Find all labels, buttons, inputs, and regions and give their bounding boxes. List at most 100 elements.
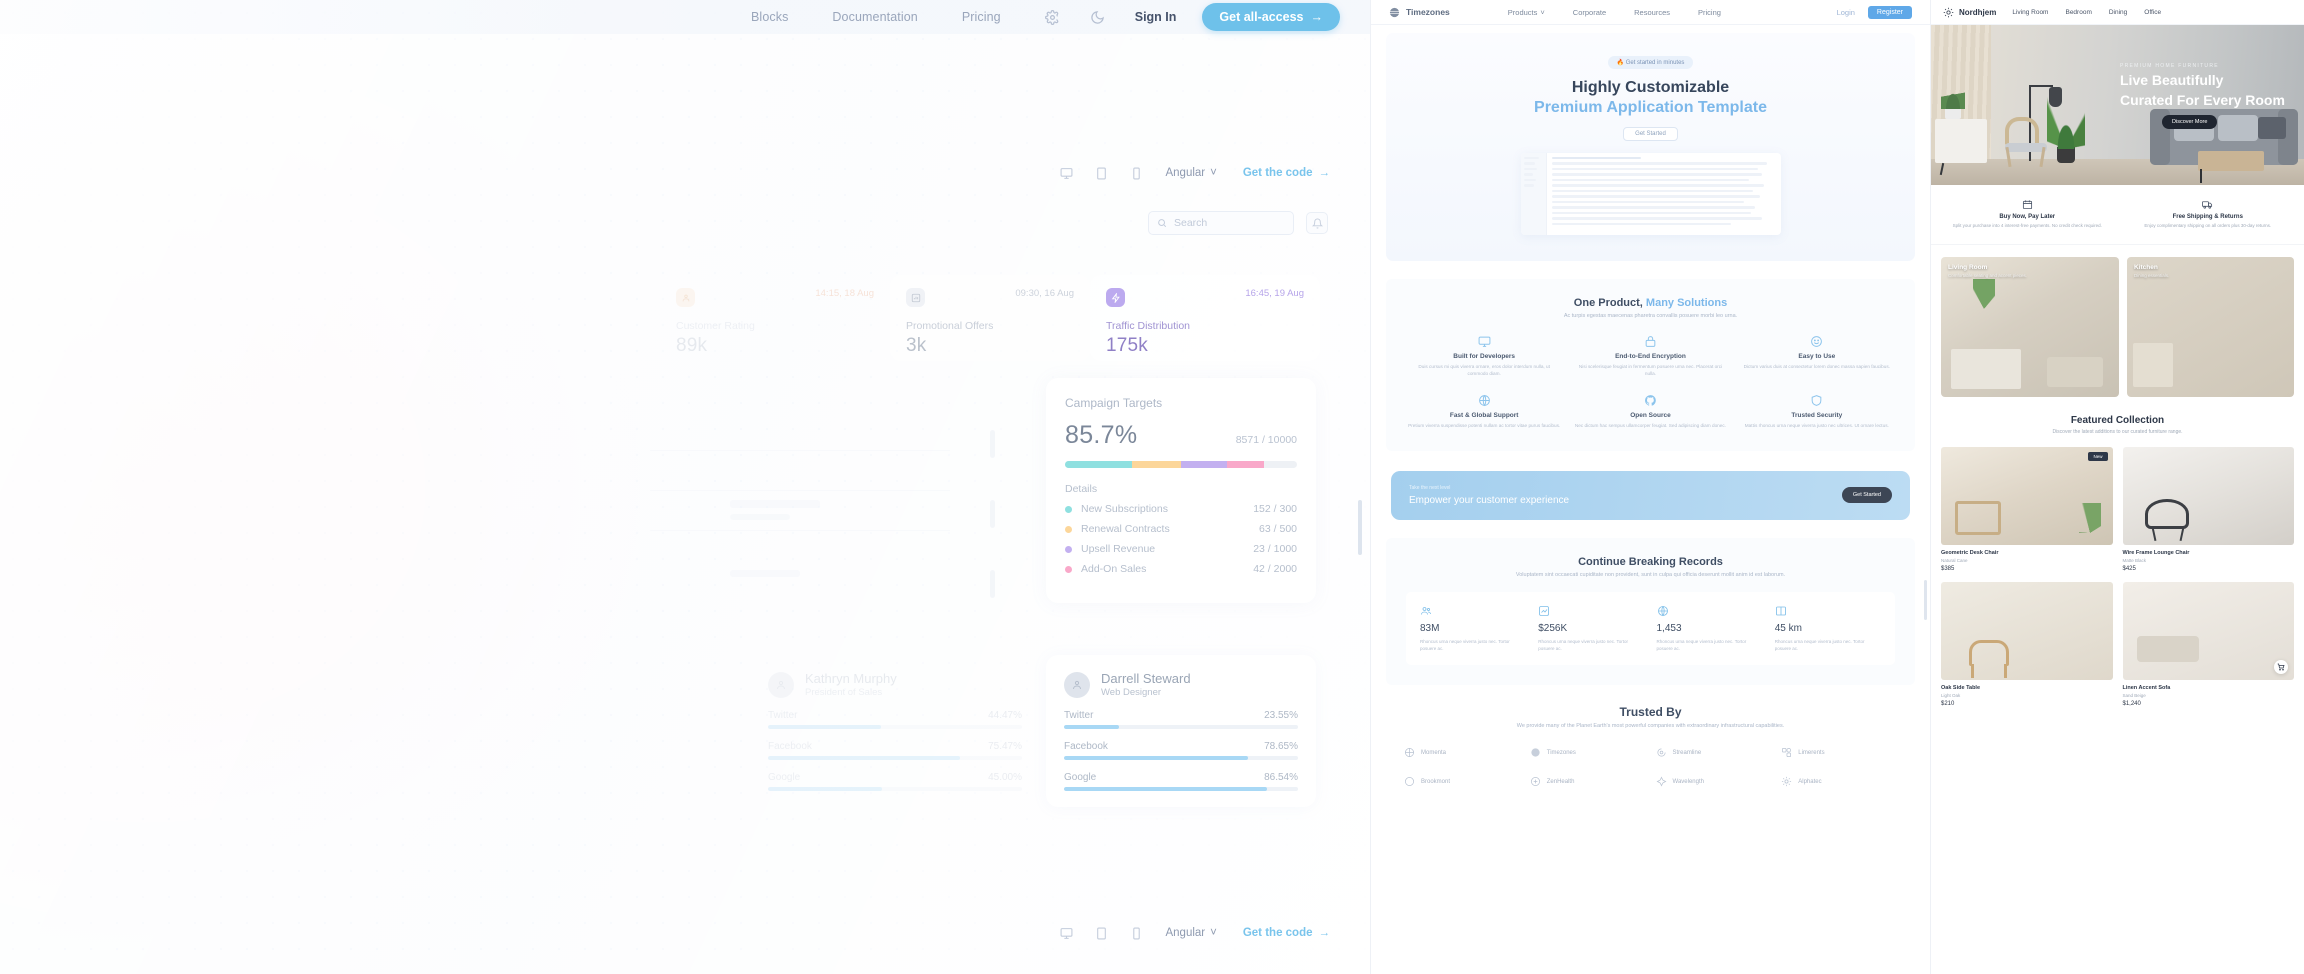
perk-item: Buy Now, Pay Later Split your purchase i… — [1941, 199, 2114, 230]
product-card[interactable]: Wire Frame Lounge Chair Matte Black $425 — [2122, 446, 2294, 572]
gear-icon[interactable] — [1044, 9, 1060, 25]
framework-dropdown[interactable]: Angular ˅ — [1165, 927, 1216, 939]
stat-label: Facebook — [768, 741, 812, 752]
feature-desc: Pretium viverra suspendisse potenti null… — [1408, 422, 1561, 428]
nav-link-office[interactable]: Office — [2144, 8, 2162, 16]
brand-logo[interactable]: Timezones — [1389, 7, 1450, 18]
limerents-icon — [1781, 747, 1792, 758]
get-all-access-button[interactable]: Get all-access → — [1202, 3, 1340, 31]
get-the-code-link[interactable]: Get the code → — [1243, 927, 1330, 939]
cart-icon[interactable] — [2274, 659, 2288, 674]
stat-value: 23.55% — [1264, 710, 1298, 721]
timezones-template-panel: Timezones Products ˅ Corporate Resources … — [1370, 0, 1930, 974]
hero-get-started-button[interactable]: Get Started — [1623, 126, 1678, 141]
search-input[interactable]: Search — [1148, 211, 1294, 235]
stat-card[interactable]: 09:30, 16 Aug Promotional Offers 3k — [890, 275, 1090, 361]
tablet-icon[interactable] — [1095, 167, 1108, 180]
logo-name: ZenHealth — [1546, 778, 1575, 785]
people-stats-card[interactable]: Kathryn Murphy President of Sales Twitte… — [750, 655, 1040, 807]
nav-link-pricing[interactable]: Pricing — [961, 10, 1001, 24]
feature-desc: Nec dictum hac sempus ullamcorper feugia… — [1574, 422, 1727, 428]
legend-dot — [1065, 565, 1072, 573]
nordhjem-furniture-panel: Nordhjem Living Room Bedroom Dining Offi… — [1930, 0, 2304, 974]
desktop-icon[interactable] — [1060, 927, 1073, 940]
trusted-by-section: Trusted By We provide many of the Planet… — [1386, 705, 1915, 807]
globe-icon — [1478, 394, 1491, 407]
trend-up-icon — [1538, 605, 1550, 617]
stat-row: Google 86.54% — [1064, 772, 1298, 791]
nav-link-resources[interactable]: Resources — [1634, 7, 1670, 17]
category-card-living-room[interactable]: Living Room Comfortable seating and acce… — [1941, 256, 2119, 397]
stat-timestamp: 16:45, 19 Aug — [1245, 288, 1304, 299]
nav-link-dining[interactable]: Dining — [2108, 8, 2128, 16]
list-item: Renewal Contracts 63 / 500 — [1065, 523, 1297, 535]
stat-value: 45.00% — [988, 772, 1022, 783]
feature-title: Fast & Global Support — [1449, 411, 1519, 419]
ghost-chart — [650, 430, 995, 598]
nav-link-blocks[interactable]: Blocks — [751, 10, 789, 24]
logo-name: Brookmont — [1421, 778, 1451, 785]
cta-get-started-button[interactable]: Get Started — [1841, 487, 1892, 504]
bell-icon[interactable] — [1306, 212, 1328, 234]
get-code-label: Get the code — [1242, 167, 1313, 179]
nav-link-pricing[interactable]: Pricing — [1698, 7, 1721, 17]
discover-more-button[interactable]: Discover More — [2162, 114, 2218, 129]
nav-link-corporate[interactable]: Corporate — [1572, 7, 1607, 17]
section-heading: Continue Breaking Records — [1578, 555, 1723, 568]
feature-card: Easy to Use Dictum varius duis at consec… — [1741, 335, 1893, 378]
logo-limerents: Limerents — [1781, 747, 1897, 758]
stat-row: Facebook 78.65% — [1064, 741, 1298, 760]
people-stats-card[interactable]: Darrell Steward Web Designer Twitter 23.5… — [1046, 655, 1316, 807]
person-role: Web Designer — [1101, 687, 1162, 698]
register-button[interactable]: Register — [1867, 5, 1912, 19]
stat-card[interactable]: 14:15, 18 Aug Customer Rating 89k — [660, 275, 890, 361]
desktop-icon[interactable] — [1060, 167, 1073, 180]
product-image: New — [1941, 446, 2113, 545]
get-the-code-link[interactable]: Get the code → — [1243, 167, 1330, 179]
section-subtitle: Voluptatem sint occaecati cupiditate non… — [1515, 571, 1786, 578]
nav-link-products[interactable]: Products ˅ — [1508, 8, 1545, 17]
scrollbar-thumb[interactable] — [1924, 580, 1927, 620]
stat-card[interactable]: 16:45, 19 Aug Traffic Distribution 175k — [1090, 275, 1320, 361]
cta-label: Get all-access — [1219, 10, 1304, 24]
record-desc: Rhoncus urna neque viverra justo nec. To… — [1656, 638, 1747, 651]
campaign-fraction: 8571 / 10000 — [1235, 434, 1297, 446]
logo-brookmont: Brookmont — [1404, 776, 1520, 787]
streamline-icon — [1656, 747, 1667, 758]
product-card[interactable]: Oak Side Table Light Oak $210 — [1941, 581, 2113, 707]
nav-link-documentation[interactable]: Documentation — [832, 10, 918, 24]
product-image — [1941, 581, 2113, 680]
stat-value: 89k — [676, 335, 708, 356]
mobile-icon[interactable] — [1130, 167, 1143, 180]
tablet-icon[interactable] — [1095, 927, 1108, 940]
product-price: $210 — [1941, 700, 1955, 707]
logo-name: Alphatec — [1798, 778, 1822, 785]
chevron-down-icon: ˅ — [1540, 7, 1545, 17]
scrollbar-thumb[interactable] — [1358, 500, 1362, 555]
coffee-table — [2198, 151, 2264, 183]
globe2-icon — [1657, 605, 1669, 617]
category-card-kitchen[interactable]: Kitchen Dining essentials. — [2127, 256, 2294, 397]
brand-logo[interactable]: Nordhjem — [1943, 7, 1996, 18]
stat-row: Facebook 75.47% — [768, 741, 1022, 760]
stat-value: 44.47% — [988, 710, 1022, 721]
logo-timezones: Timezones — [1530, 747, 1646, 758]
logo-name: Timezones — [1546, 749, 1576, 756]
palm-plant — [2047, 95, 2085, 149]
product-image — [2122, 581, 2294, 680]
product-price: $1,240 — [2122, 700, 2141, 707]
hero-badge[interactable]: 🔥 Get started in minutes — [1607, 56, 1694, 69]
detail-label: Upsell Revenue — [1081, 543, 1156, 555]
nav-link-living-room[interactable]: Living Room — [2012, 8, 2049, 16]
list-item: New Subscriptions 152 / 300 — [1065, 503, 1297, 515]
login-link[interactable]: Login — [1836, 7, 1855, 17]
product-card[interactable]: New Geometric Desk Chair Natural Cane $3… — [1941, 446, 2113, 572]
sign-in-link[interactable]: Sign In — [1134, 10, 1177, 24]
stat-label: Google — [1064, 772, 1097, 783]
nav-link-bedroom[interactable]: Bedroom — [2065, 8, 2092, 16]
brand-name: Timezones — [1406, 7, 1450, 17]
framework-dropdown[interactable]: Angular ˅ — [1165, 167, 1216, 179]
product-card[interactable]: Linen Accent Sofa Sand Beige $1,240 — [2122, 581, 2294, 707]
mobile-icon[interactable] — [1130, 927, 1143, 940]
theme-toggle-icon[interactable] — [1090, 10, 1105, 25]
